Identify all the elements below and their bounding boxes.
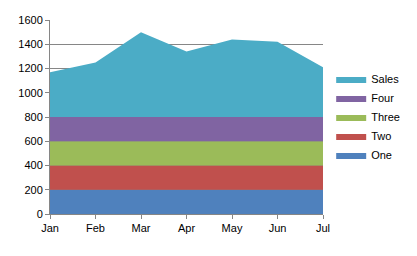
svg-text:Two: Two xyxy=(371,130,391,142)
svg-text:0: 0 xyxy=(37,208,43,220)
svg-text:Four: Four xyxy=(371,92,394,104)
svg-text:200: 200 xyxy=(24,184,42,196)
svg-text:1400: 1400 xyxy=(18,38,42,50)
svg-text:Mar: Mar xyxy=(132,222,151,234)
svg-text:Jul: Jul xyxy=(316,222,330,234)
svg-text:400: 400 xyxy=(24,159,42,171)
svg-text:Three: Three xyxy=(371,111,400,123)
svg-text:600: 600 xyxy=(24,135,42,147)
svg-text:Apr: Apr xyxy=(178,222,195,234)
svg-text:Jun: Jun xyxy=(269,222,287,234)
svg-text:May: May xyxy=(222,222,243,234)
svg-text:Jan: Jan xyxy=(41,222,59,234)
svg-text:Sales: Sales xyxy=(371,73,399,85)
svg-text:800: 800 xyxy=(24,111,42,123)
svg-text:1600: 1600 xyxy=(18,14,42,26)
svg-text:1200: 1200 xyxy=(18,62,42,74)
svg-text:1000: 1000 xyxy=(18,87,42,99)
svg-text:One: One xyxy=(371,149,392,161)
svg-text:Feb: Feb xyxy=(86,222,105,234)
